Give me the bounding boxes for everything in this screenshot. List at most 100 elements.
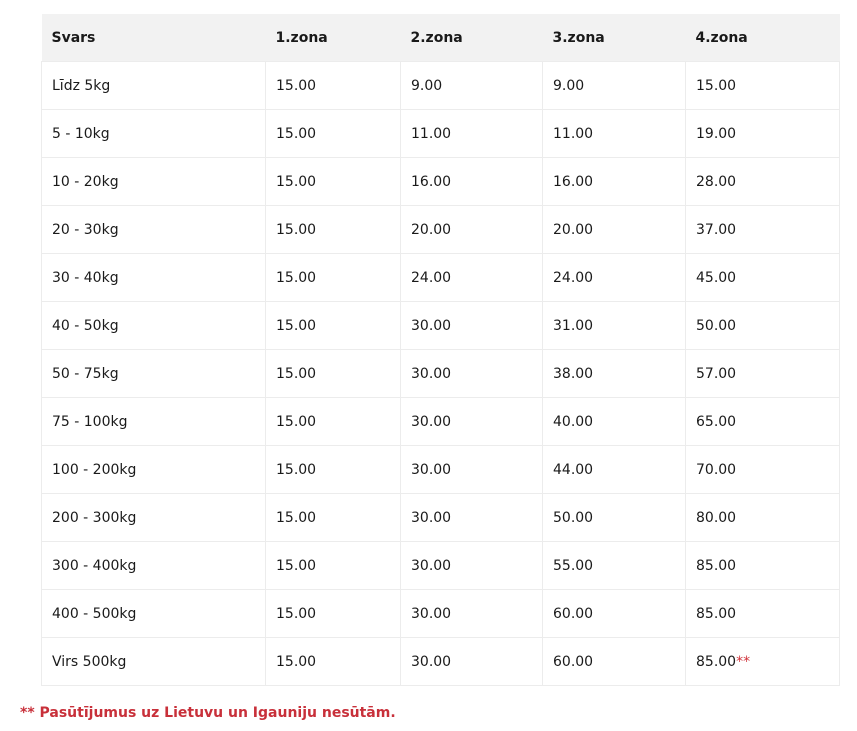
table-row: 40 - 50kg 15.00 30.00 31.00 50.00 bbox=[41, 301, 840, 350]
cell-value: 50.00 bbox=[553, 509, 594, 526]
column-header: 2.zona bbox=[400, 14, 543, 62]
table-cell: 9.00 bbox=[542, 61, 686, 110]
table-cell: 15.00 bbox=[265, 397, 401, 446]
table-cell: 11.00 bbox=[542, 109, 686, 158]
table-cell: 11.00 bbox=[400, 109, 543, 158]
cell-value: 15.00 bbox=[276, 557, 317, 574]
cell-value: 85.00 bbox=[696, 557, 737, 574]
table-cell: 57.00 bbox=[685, 349, 840, 398]
cell-value: 19.00 bbox=[696, 125, 737, 142]
cell-value: 24.00 bbox=[553, 269, 594, 286]
table-cell: 15.00 bbox=[265, 157, 401, 206]
table-cell: 40 - 50kg bbox=[41, 301, 266, 350]
table-cell: 15.00 bbox=[265, 541, 401, 590]
cell-value: 15.00 bbox=[276, 605, 317, 622]
cell-value: 80.00 bbox=[696, 509, 737, 526]
table-row: 300 - 400kg 15.00 30.00 55.00 85.00 bbox=[41, 541, 840, 590]
footnote-marker: ** bbox=[736, 653, 751, 670]
table-cell: 44.00 bbox=[542, 445, 686, 494]
cell-value: 30.00 bbox=[411, 509, 452, 526]
table-cell: 15.00 bbox=[265, 301, 401, 350]
table-row: 75 - 100kg 15.00 30.00 40.00 65.00 bbox=[41, 397, 840, 446]
cell-value: 400 - 500kg bbox=[52, 605, 137, 622]
table-cell: 30.00 bbox=[400, 397, 543, 446]
table-cell: 70.00 bbox=[685, 445, 840, 494]
cell-value: 45.00 bbox=[696, 269, 737, 286]
table-cell: 85.00 bbox=[685, 589, 840, 638]
cell-value: 10 - 20kg bbox=[52, 173, 119, 190]
table-cell: 15.00 bbox=[265, 253, 401, 302]
cell-value: 300 - 400kg bbox=[52, 557, 137, 574]
table-cell: 9.00 bbox=[400, 61, 543, 110]
table-row: 20 - 30kg 15.00 20.00 20.00 37.00 bbox=[41, 205, 840, 254]
column-header: 1.zona bbox=[265, 14, 401, 62]
cell-value: 31.00 bbox=[553, 317, 594, 334]
table-header-row: Svars 1.zona 2.zona 3.zona 4.zona bbox=[41, 14, 840, 62]
cell-value: 15.00 bbox=[696, 77, 737, 94]
cell-value: 15.00 bbox=[276, 413, 317, 430]
table-cell: 30.00 bbox=[400, 445, 543, 494]
cell-value: Virs 500kg bbox=[52, 653, 127, 670]
table-row: 5 - 10kg 15.00 11.00 11.00 19.00 bbox=[41, 109, 840, 158]
table-row: 50 - 75kg 15.00 30.00 38.00 57.00 bbox=[41, 349, 840, 398]
cell-value: 38.00 bbox=[553, 365, 594, 382]
table-cell: 80.00 bbox=[685, 493, 840, 542]
table-cell: Līdz 5kg bbox=[41, 61, 266, 110]
table-cell: 40.00 bbox=[542, 397, 686, 446]
cell-value: 70.00 bbox=[696, 461, 737, 478]
cell-value: 15.00 bbox=[276, 173, 317, 190]
table-cell: 20.00 bbox=[542, 205, 686, 254]
table-cell: 30 - 40kg bbox=[41, 253, 266, 302]
cell-value: 15.00 bbox=[276, 77, 317, 94]
cell-value: 9.00 bbox=[411, 77, 443, 94]
cell-value: 16.00 bbox=[553, 173, 594, 190]
cell-value: 57.00 bbox=[696, 365, 737, 382]
table-cell: Virs 500kg bbox=[41, 637, 266, 686]
cell-value: 15.00 bbox=[276, 653, 317, 670]
cell-value: 15.00 bbox=[276, 269, 317, 286]
table-cell: 20 - 30kg bbox=[41, 205, 266, 254]
table-cell: 19.00 bbox=[685, 109, 840, 158]
table-cell: 28.00 bbox=[685, 157, 840, 206]
table-cell: 30.00 bbox=[400, 349, 543, 398]
table-cell: 15.00 bbox=[265, 589, 401, 638]
table-cell: 15.00 bbox=[265, 109, 401, 158]
cell-value: 65.00 bbox=[696, 413, 737, 430]
cell-value: 15.00 bbox=[276, 317, 317, 334]
cell-value: 40.00 bbox=[553, 413, 594, 430]
cell-value: 44.00 bbox=[553, 461, 594, 478]
cell-value: 30.00 bbox=[411, 365, 452, 382]
table-cell: 65.00 bbox=[685, 397, 840, 446]
table-cell: 85.00 bbox=[685, 541, 840, 590]
table-cell: 30.00 bbox=[400, 493, 543, 542]
cell-value: 50.00 bbox=[696, 317, 737, 334]
table-cell: 60.00 bbox=[542, 637, 686, 686]
table-cell: 15.00 bbox=[265, 493, 401, 542]
cell-value: 55.00 bbox=[553, 557, 594, 574]
cell-value: 30.00 bbox=[411, 413, 452, 430]
cell-value: 15.00 bbox=[276, 461, 317, 478]
table-cell: 30.00 bbox=[400, 301, 543, 350]
cell-value: 60.00 bbox=[553, 653, 594, 670]
cell-value: 20 - 30kg bbox=[52, 221, 119, 238]
cell-value: 30.00 bbox=[411, 317, 452, 334]
table-row: 400 - 500kg 15.00 30.00 60.00 85.00 bbox=[41, 589, 840, 638]
cell-value: 20.00 bbox=[553, 221, 594, 238]
table-cell: 15.00 bbox=[265, 61, 401, 110]
table-cell: 15.00 bbox=[685, 61, 840, 110]
table-cell: 45.00 bbox=[685, 253, 840, 302]
table-cell: 50 - 75kg bbox=[41, 349, 266, 398]
table-row: Līdz 5kg 15.00 9.00 9.00 15.00 bbox=[41, 61, 840, 110]
table-cell: 30.00 bbox=[400, 637, 543, 686]
table-cell: 30.00 bbox=[400, 589, 543, 638]
table-cell: 15.00 bbox=[265, 637, 401, 686]
cell-value: 40 - 50kg bbox=[52, 317, 119, 334]
table-cell: 24.00 bbox=[400, 253, 543, 302]
cell-value: 30.00 bbox=[411, 557, 452, 574]
table-row: 30 - 40kg 15.00 24.00 24.00 45.00 bbox=[41, 253, 840, 302]
cell-value: 100 - 200kg bbox=[52, 461, 137, 478]
table-cell: 38.00 bbox=[542, 349, 686, 398]
cell-value: 85.00 bbox=[696, 653, 737, 670]
table-cell: 5 - 10kg bbox=[41, 109, 266, 158]
table-cell: 15.00 bbox=[265, 349, 401, 398]
